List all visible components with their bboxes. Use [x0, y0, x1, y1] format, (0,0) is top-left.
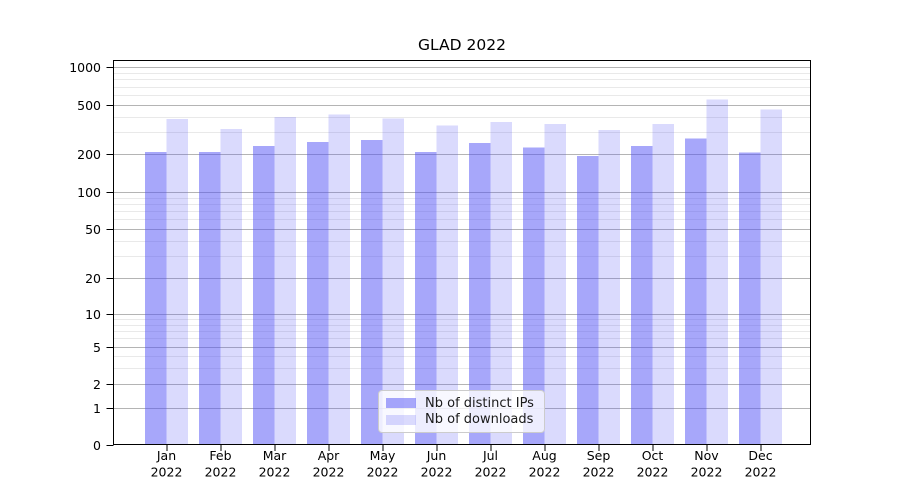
x-tick-label: Aug 2022: [529, 448, 561, 480]
bar-ips-nov: [684, 138, 707, 445]
plot-border: [113, 60, 811, 445]
y-tick-label: 2: [93, 377, 101, 392]
bar-ips-may: [360, 139, 383, 445]
bar-downloads-oct: [652, 124, 675, 445]
legend-label-downloads: Nb of downloads: [425, 412, 534, 428]
legend-row-downloads: Nb of downloads: [386, 412, 537, 427]
x-tick-label: Jul 2022: [475, 448, 507, 480]
bar-ips-feb: [198, 152, 221, 445]
x-tick-label: Sep 2022: [583, 448, 615, 480]
chart-title: GLAD 2022: [418, 36, 506, 54]
bar-downloads-jan: [166, 118, 189, 445]
legend-label-distinct-ips: Nb of distinct IPs: [425, 395, 534, 411]
bar-downloads-may: [382, 118, 405, 445]
bar-downloads-jul: [490, 122, 513, 445]
y-tick-label: 20: [85, 271, 101, 286]
legend-swatch-downloads: [386, 414, 416, 425]
y-tick-label: 200: [77, 147, 101, 162]
bar-ips-sep: [576, 155, 599, 445]
bar-downloads-feb: [220, 128, 243, 445]
bar-ips-mar: [252, 146, 275, 445]
bar-downloads-jun: [436, 125, 459, 445]
legend-row-distinct-ips: Nb of distinct IPs: [386, 396, 537, 411]
y-tick-label: 1: [93, 401, 101, 416]
x-tick-label: Oct 2022: [637, 448, 669, 480]
bar-ips-aug: [522, 147, 545, 445]
x-tick-label: May 2022: [367, 448, 399, 480]
y-tick-label: 100: [77, 185, 101, 200]
y-tick-label: 0: [93, 438, 101, 453]
bar-downloads-mar: [274, 116, 297, 445]
bar-downloads-nov: [706, 99, 729, 445]
bar-ips-dec: [738, 152, 761, 445]
bar-ips-jan: [144, 152, 167, 445]
x-tick-label: Jun 2022: [421, 448, 453, 480]
bar-ips-jun: [414, 152, 437, 445]
x-tick-label: Apr 2022: [313, 448, 345, 480]
x-tick-label: Feb 2022: [205, 448, 237, 480]
y-tick-label: 1000: [69, 60, 101, 75]
y-tick-label: 50: [85, 222, 101, 237]
bar-ips-jul: [468, 143, 491, 445]
bar-downloads-aug: [544, 124, 567, 445]
y-tick-label: 10: [85, 307, 101, 322]
y-tick-label: 500: [77, 98, 101, 113]
bar-ips-apr: [306, 142, 329, 445]
x-tick-label: Dec 2022: [745, 448, 777, 480]
y-tick-label: 5: [93, 340, 101, 355]
legend-swatch-distinct-ips: [386, 398, 416, 409]
legend: Nb of distinct IPs Nb of downloads: [378, 390, 545, 433]
bar-ips-oct: [630, 145, 653, 445]
x-tick-label: Nov 2022: [691, 448, 723, 480]
bar-downloads-apr: [328, 114, 351, 445]
bar-downloads-dec: [760, 109, 783, 445]
bar-downloads-sep: [598, 130, 621, 445]
x-tick-label: Jan 2022: [151, 448, 183, 480]
x-tick-label: Mar 2022: [259, 448, 291, 480]
